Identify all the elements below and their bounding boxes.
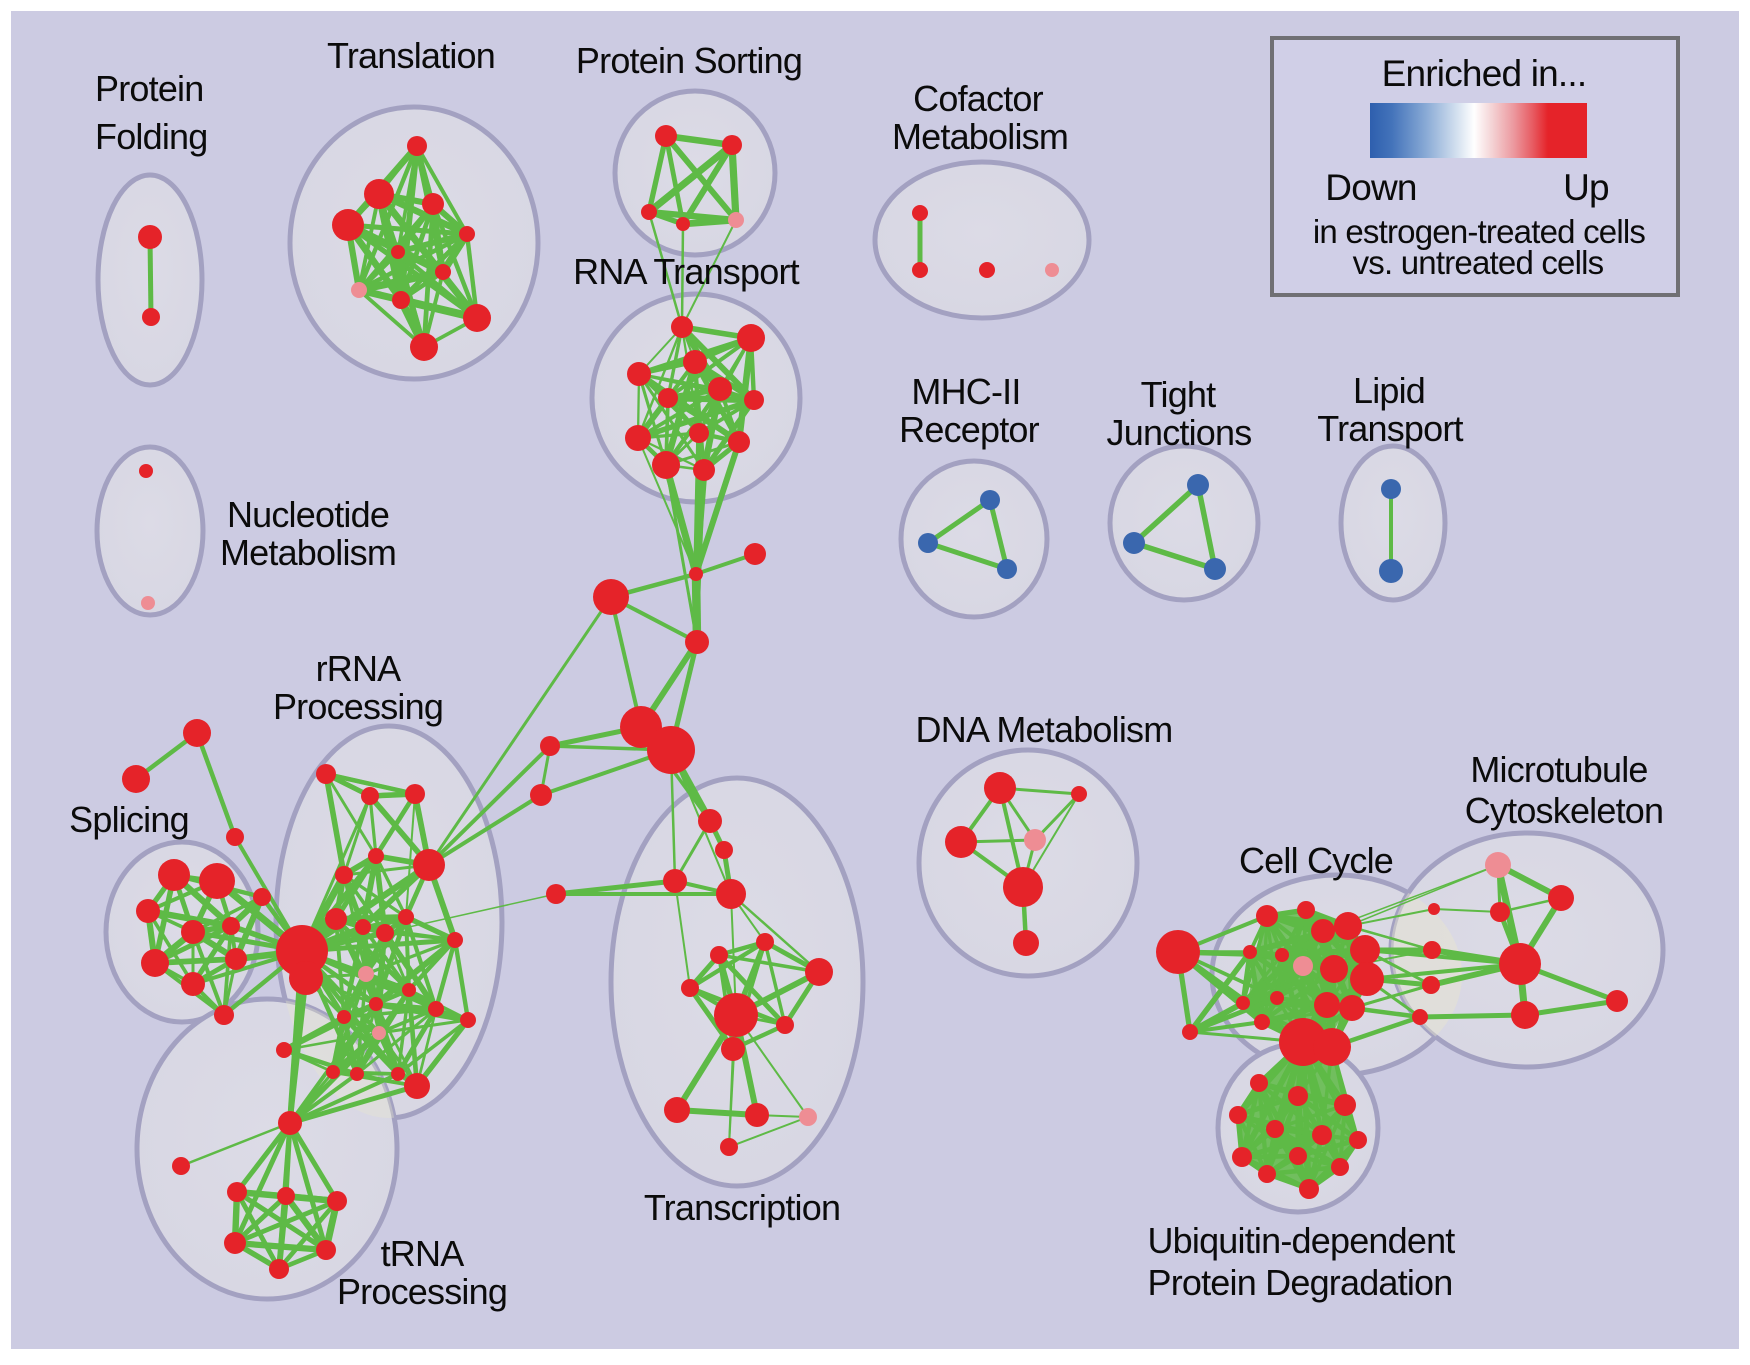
- svg-text:Folding: Folding: [95, 116, 207, 157]
- svg-text:rRNA: rRNA: [316, 648, 402, 689]
- svg-text:Cytoskeleton: Cytoskeleton: [1465, 790, 1664, 831]
- svg-text:Up: Up: [1563, 167, 1609, 208]
- svg-text:Protein Degradation: Protein Degradation: [1147, 1262, 1452, 1303]
- svg-text:Cell Cycle: Cell Cycle: [1239, 840, 1393, 881]
- svg-text:Cofactor: Cofactor: [913, 78, 1043, 119]
- svg-text:Transcription: Transcription: [644, 1187, 840, 1228]
- svg-text:tRNA: tRNA: [381, 1233, 465, 1274]
- svg-text:Protein Sorting: Protein Sorting: [576, 40, 802, 81]
- svg-text:Tight: Tight: [1141, 374, 1216, 415]
- svg-text:Processing: Processing: [273, 686, 443, 727]
- svg-text:Receptor: Receptor: [899, 409, 1039, 450]
- svg-text:Metabolism: Metabolism: [220, 532, 396, 573]
- svg-text:Enriched in...: Enriched in...: [1382, 53, 1587, 94]
- svg-text:DNA Metabolism: DNA Metabolism: [916, 709, 1173, 750]
- svg-text:Microtubule: Microtubule: [1470, 749, 1647, 790]
- svg-text:RNA Transport: RNA Transport: [573, 251, 799, 292]
- svg-text:Lipid: Lipid: [1353, 370, 1425, 411]
- svg-text:Translation: Translation: [327, 35, 495, 76]
- svg-text:Protein: Protein: [95, 68, 203, 109]
- svg-text:Down: Down: [1325, 167, 1416, 208]
- svg-text:Nucleotide: Nucleotide: [227, 494, 389, 535]
- svg-text:vs. untreated cells: vs. untreated cells: [1353, 244, 1604, 281]
- svg-text:Junctions: Junctions: [1107, 412, 1252, 453]
- svg-text:Processing: Processing: [337, 1271, 507, 1312]
- svg-text:MHC-II: MHC-II: [911, 371, 1020, 412]
- svg-text:Metabolism: Metabolism: [892, 116, 1068, 157]
- svg-text:Ubiquitin-dependent: Ubiquitin-dependent: [1147, 1220, 1455, 1261]
- svg-text:Splicing: Splicing: [69, 799, 189, 840]
- svg-text:in estrogen-treated cells: in estrogen-treated cells: [1313, 213, 1645, 250]
- svg-text:Transport: Transport: [1317, 408, 1463, 449]
